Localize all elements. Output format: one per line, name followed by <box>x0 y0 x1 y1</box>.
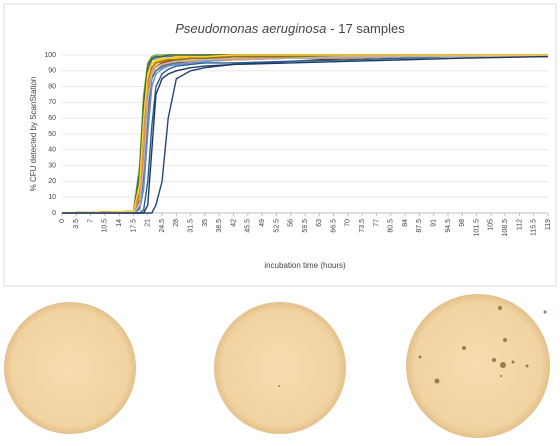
x-tick-label: 14 <box>116 219 123 227</box>
y-tick-label: 60 <box>48 115 56 122</box>
x-tick-label: 0 <box>59 219 66 223</box>
x-tick-label: 87.5 <box>416 219 423 233</box>
series-line <box>62 55 549 214</box>
petri-dish <box>406 294 550 438</box>
y-tick-label: 100 <box>44 52 56 59</box>
x-tick-label: 94.5 <box>445 219 452 233</box>
x-tick-label: 63 <box>316 219 323 227</box>
petri-dishes <box>4 294 550 438</box>
y-tick-label: 70 <box>48 99 56 106</box>
x-tick-label: 17.5 <box>130 219 137 233</box>
title-species: Pseudomonas aeruginosa <box>175 21 326 36</box>
x-tick-label: 45.5 <box>245 219 252 233</box>
series-line <box>62 54 549 214</box>
y-tick-label: 30 <box>48 162 56 169</box>
x-tick-label: 66.5 <box>330 219 337 233</box>
y-tick-label: 80 <box>48 83 56 90</box>
series-line <box>62 54 549 214</box>
y-tick-label: 90 <box>48 68 56 75</box>
x-tick-label: 42 <box>230 219 237 227</box>
colony <box>278 385 280 387</box>
colonies <box>418 306 547 384</box>
x-tick-label: 21 <box>145 219 152 227</box>
x-tick-label: 80.5 <box>388 219 395 233</box>
x-tick-label: 119 <box>545 219 552 230</box>
x-tick-label: 112 <box>516 219 523 230</box>
petri-dish <box>214 302 346 434</box>
x-tick-label: 101.5 <box>473 219 480 237</box>
x-tick-label: 91 <box>430 219 437 227</box>
x-tick-label: 98 <box>459 219 466 227</box>
x-tick-label: 38.5 <box>216 219 223 233</box>
petri-dish <box>4 302 136 434</box>
x-tick-label: 52.5 <box>273 219 280 233</box>
x-tick-label: 3.5 <box>73 219 80 229</box>
x-tick-label: 108.5 <box>502 219 509 237</box>
x-tick-label: 77 <box>373 219 380 227</box>
y-tick-label: 40 <box>48 147 56 154</box>
title-rest: - 17 samples <box>330 21 405 36</box>
series-line <box>61 54 548 214</box>
x-tick-label: 56 <box>288 219 295 227</box>
y-tick-label: 10 <box>48 194 56 201</box>
x-axis-label: incubation time (hours) <box>264 261 346 270</box>
y-tick-label: 0 <box>52 210 56 217</box>
x-tick-label: 73.5 <box>359 219 366 233</box>
x-tick-label: 105 <box>488 219 495 231</box>
y-tick-label: 20 <box>48 178 56 185</box>
x-tick-label: 7 <box>87 219 94 223</box>
x-tick-label: 28 <box>173 219 180 227</box>
x-tick-label: 31.5 <box>187 219 194 233</box>
y-axis-label: % CFU detected by ScanStation <box>29 77 38 192</box>
y-tick-label: 50 <box>48 131 56 138</box>
chart-frame <box>3 3 557 287</box>
x-tick-label: 24.5 <box>159 219 166 233</box>
x-tick-label: 70 <box>345 219 352 227</box>
chart-title: Pseudomonas aeruginosa - 17 samples <box>175 21 405 36</box>
x-tick-label: 35 <box>202 219 209 227</box>
x-tick-label: 10.5 <box>102 219 109 233</box>
x-tick-label: 59.5 <box>302 219 309 233</box>
x-tick-label: 115.5 <box>531 219 538 236</box>
x-tick-label: 84 <box>402 219 409 227</box>
x-tick-label: 49 <box>259 219 266 227</box>
